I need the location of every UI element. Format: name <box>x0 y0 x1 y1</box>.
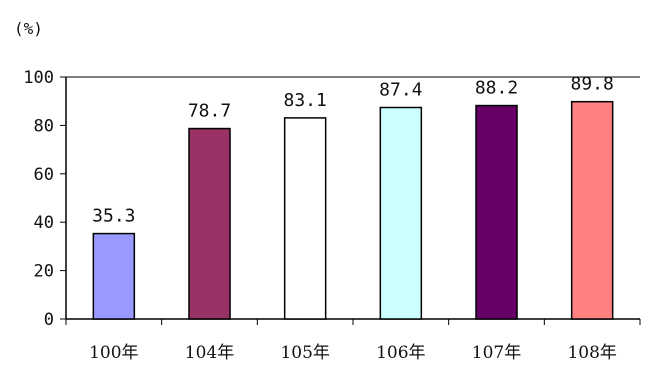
x-tick-label: 105年 <box>280 343 329 363</box>
y-tick-label: 80 <box>34 116 54 136</box>
x-tick-label: 108年 <box>567 343 616 363</box>
data-label: 87.4 <box>379 79 422 100</box>
bar <box>379 106 423 320</box>
x-tick-label: 104年 <box>185 343 234 363</box>
y-unit-label: (%) <box>14 19 43 38</box>
data-label: 89.8 <box>570 74 613 95</box>
bar <box>570 100 614 320</box>
y-tick-label: 100 <box>23 68 54 88</box>
y-tick-label: 0 <box>44 310 54 330</box>
x-tick-label: 106年 <box>376 343 425 363</box>
bar <box>475 104 518 320</box>
data-label: 88.2 <box>475 78 518 99</box>
plot-area: 0 20 40 60 80 100 35.3 100年 78.7 104年 83.1 105年 87.4… <box>23 68 641 363</box>
data-label: 35.3 <box>92 206 135 227</box>
bar <box>283 117 327 320</box>
bar <box>188 127 231 320</box>
y-tick-label: 60 <box>34 165 54 185</box>
x-tick-label: 100年 <box>89 343 138 363</box>
y-tick-label: 40 <box>34 213 54 233</box>
bar <box>92 232 136 320</box>
y-tick-label: 20 <box>34 262 54 282</box>
data-label: 78.7 <box>188 101 231 122</box>
x-tick-label: 107年 <box>472 343 521 363</box>
data-label: 83.1 <box>283 90 326 111</box>
